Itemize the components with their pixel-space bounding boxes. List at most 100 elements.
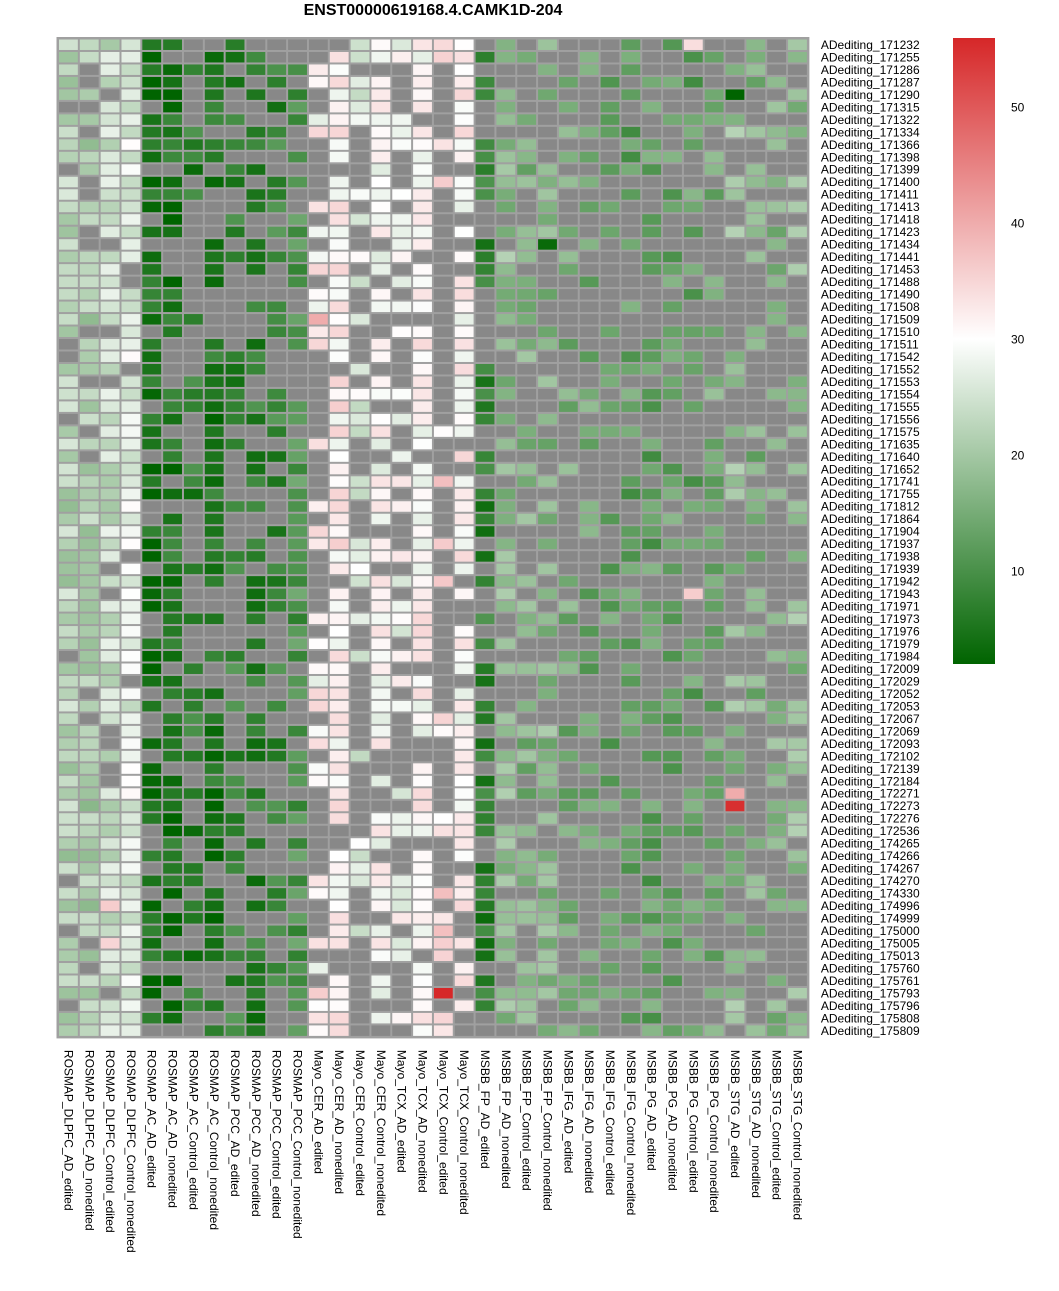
heatmap-cell [79,1025,99,1036]
heatmap-cell [579,51,599,63]
row-label: ADediting_172052 [821,687,920,701]
heatmap-cell [267,775,287,787]
heatmap-cell [663,76,682,88]
heatmap-cell [725,900,745,912]
heatmap-cell [496,938,516,949]
heatmap-cell [663,201,682,213]
heatmap-cell [183,201,203,213]
heatmap-cell [329,688,349,699]
heatmap-cell [663,813,682,824]
heatmap-cell [767,301,787,313]
heatmap-cell [413,526,432,537]
heatmap-cell [725,813,745,824]
heatmap-cell [725,775,745,787]
heatmap-cell [600,800,620,812]
heatmap-cell [746,626,766,637]
heatmap-cell [183,763,203,774]
heatmap-cell [163,426,182,437]
heatmap-cell [350,713,370,724]
heatmap-cell [413,351,432,362]
heatmap-cell [433,700,453,712]
heatmap-cell [454,763,474,774]
heatmap-cell [288,975,307,986]
heatmap-cell [204,763,224,774]
heatmap-cell [100,201,120,213]
heatmap-cell [225,89,245,100]
heatmap-cell [59,501,78,512]
heatmap-cell [246,601,266,612]
heatmap-cell [704,251,724,263]
heatmap-cell [642,563,662,575]
heatmap-cell [204,601,224,612]
heatmap-cell [767,825,787,837]
heatmap-cell [371,700,391,712]
heatmap-cell [454,64,474,75]
heatmap-cell [142,626,162,637]
heatmap-cell [246,725,266,737]
heatmap-cell [517,763,537,774]
heatmap-cell [121,89,141,100]
heatmap-cell [267,963,287,974]
heatmap-cell [788,813,807,824]
heatmap-cell [538,101,557,113]
colorbar-tick-label: 10 [1011,564,1025,578]
heatmap-cell [663,963,682,974]
heatmap-cell [246,900,266,912]
heatmap-cell [413,451,432,462]
heatmap-cell [267,788,287,799]
heatmap-cell [183,363,203,375]
heatmap-cell [288,176,307,188]
heatmap-cell [558,725,578,737]
heatmap-cell [204,51,224,63]
heatmap-cell [538,900,557,912]
heatmap-cell [413,950,432,962]
row-label: ADediting_171971 [821,600,920,614]
heatmap-cell [225,788,245,799]
heatmap-cell [725,875,745,887]
heatmap-cell [433,289,453,300]
heatmap-cell [579,900,599,912]
heatmap-cell [704,51,724,63]
heatmap-cell [413,314,432,325]
heatmap-cell [538,1012,557,1024]
heatmap-cell [538,239,557,250]
heatmap-cell [788,613,807,625]
heatmap-cell [538,788,557,799]
heatmap-cell [163,376,182,387]
heatmap-cell [288,214,307,225]
heatmap-cell [329,64,349,75]
heatmap-cell [121,913,141,924]
heatmap-cell [100,850,120,862]
heatmap-cell [163,176,182,188]
heatmap-cell [350,189,370,200]
heatmap-cell [413,576,432,587]
heatmap-cell [558,638,578,650]
heatmap-cell [475,725,495,737]
heatmap-cell [642,289,662,300]
row-label: ADediting_171508 [821,300,920,314]
heatmap-cell [79,513,99,525]
heatmap-cell [392,713,412,724]
heatmap-cell [413,563,432,575]
heatmap-cell [183,663,203,674]
heatmap-cell [788,101,807,113]
heatmap-cell [433,738,453,749]
heatmap-cell [517,101,537,113]
heatmap-cell [392,488,412,500]
heatmap-cell [600,226,620,238]
heatmap-cell [121,663,141,674]
heatmap-cell [538,339,557,350]
heatmap-cell [788,51,807,63]
heatmap-cell [663,476,682,487]
heatmap-cell [600,239,620,250]
heatmap-cell [767,314,787,325]
heatmap-cell [517,139,537,150]
heatmap-cell [371,376,391,387]
heatmap-cell [642,913,662,924]
heatmap-cell [788,301,807,313]
heatmap-cell [704,126,724,138]
heatmap-cell [329,114,349,125]
heatmap-cell [142,725,162,737]
heatmap-cell [246,551,266,562]
heatmap-cell [413,226,432,238]
